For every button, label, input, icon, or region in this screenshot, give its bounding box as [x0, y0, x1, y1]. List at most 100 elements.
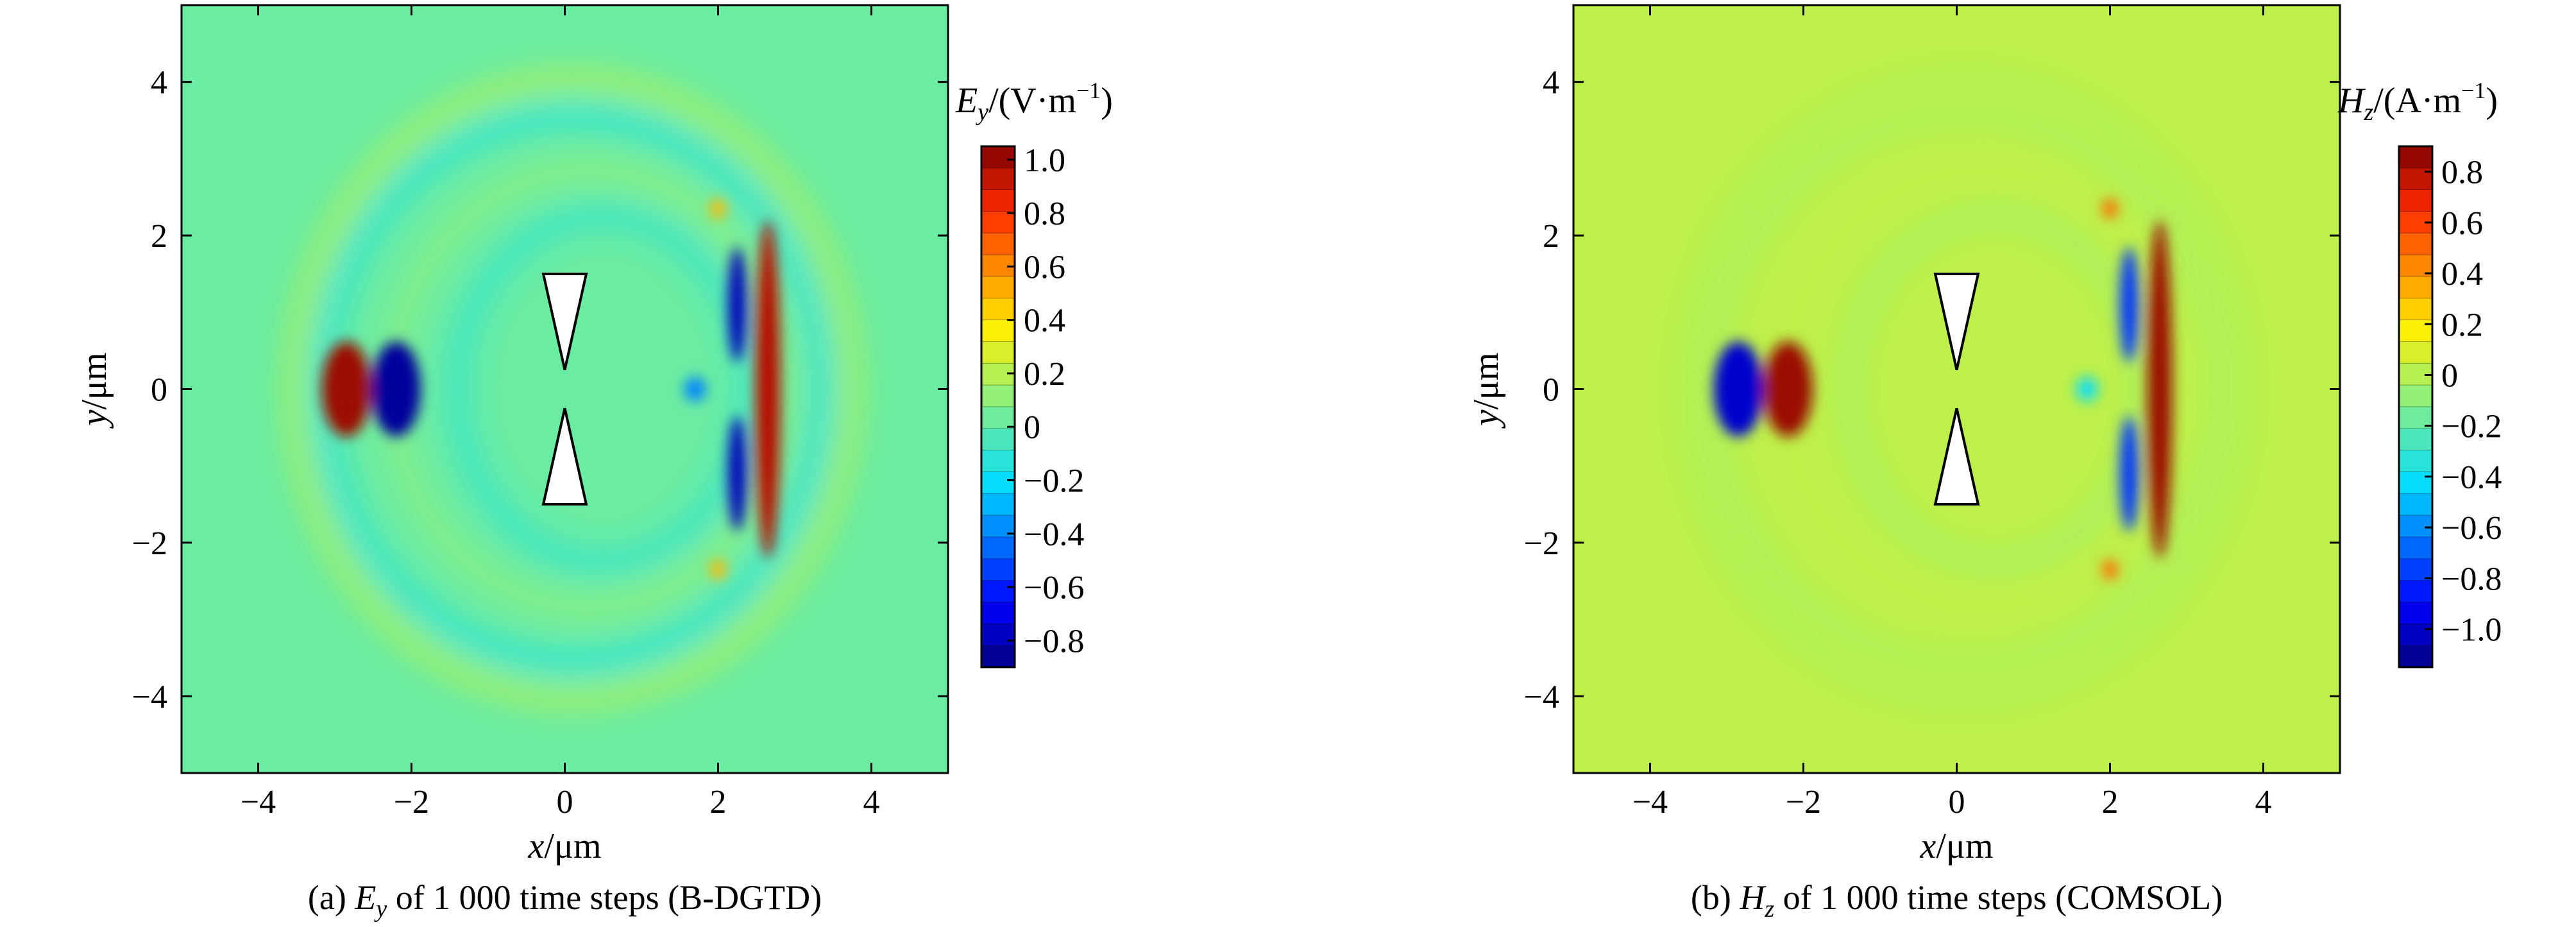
colorbar: 0.8 0.6 0.4 0.2 0 −0.2 −0.4 −0.6 −0.8 −1.0 Hz/(A·m…: [2337, 78, 2502, 668]
field-blob: [756, 220, 781, 558]
colorbar-band: [2399, 624, 2432, 646]
colorbar-band: [2399, 472, 2432, 494]
wave-ring: [1674, 67, 2255, 711]
colorbar-band: [2399, 537, 2432, 559]
antenna-upper-arm: [1933, 272, 1980, 371]
colorbar-band: [2399, 645, 2432, 668]
x-tick-label: −4: [241, 784, 276, 821]
field-blob: [1763, 341, 1813, 437]
bowtie-antenna: [1933, 272, 1980, 506]
colorbar-band: [981, 363, 1015, 386]
colorbar-band: [2399, 493, 2432, 516]
colorbar-band: [981, 319, 1015, 343]
colorbar-tick-label: −0.4: [2441, 459, 2502, 496]
field-blob: [2102, 559, 2118, 580]
colorbar-tick-label: −0.8: [1024, 623, 1084, 659]
colorbar-tick-label: −0.4: [1024, 516, 1084, 553]
colorbar-band: [2399, 515, 2432, 538]
colorbar: 1.0 0.8 0.6 0.4 0.2 0 −0.2 −0.4 −0.6 −0.8 Ey/(V·m−…: [955, 78, 1113, 668]
colorbar-tick-label: 0.2: [1024, 356, 1065, 393]
colorbar-band: [981, 493, 1015, 516]
colorbar-band: [2399, 276, 2432, 299]
colorbar-band: [981, 385, 1015, 407]
wave-ring: [282, 67, 863, 711]
antenna-lower-arm: [1933, 407, 1980, 506]
colorbar-band: [2399, 602, 2432, 624]
colorbar-tick-label: −0.2: [2441, 409, 2502, 445]
field-blob: [2148, 220, 2173, 558]
x-tick-label: 0: [557, 784, 573, 821]
x-tick-label: 4: [2255, 784, 2272, 821]
colorbar-band: [2399, 558, 2432, 581]
colorbar-tick-label: 0.4: [2441, 256, 2483, 293]
colorbar-tick-label: −0.2: [1024, 463, 1084, 500]
antenna-lower-arm: [541, 407, 588, 506]
field-map: [182, 5, 948, 773]
field-blob: [2120, 416, 2139, 531]
colorbar-band: [981, 276, 1015, 299]
colorbar-tick-label: 0.6: [2441, 205, 2483, 242]
colorbar-tick-label: 0.2: [2441, 307, 2483, 343]
field-blob: [728, 247, 747, 362]
colorbar-band: [2399, 341, 2432, 364]
panel-a: −4 −2 0 2 4 −4 −2 0 2 4 x/μm y/μm (a) Ey of 1 000 ti…: [74, 4, 1113, 923]
field-blob: [710, 198, 726, 219]
field-blob: [1713, 341, 1763, 437]
colorbar-band: [981, 407, 1015, 429]
y-tick-label: 2: [151, 218, 167, 255]
colorbar-title: Ey/(V·m−1): [955, 78, 1113, 126]
panel-caption: (a) Ey of 1 000 time steps (B-DGTD): [308, 878, 822, 923]
colorbar-band: [981, 580, 1015, 603]
colorbar-band: [981, 537, 1015, 559]
x-tick-label: 2: [2102, 784, 2119, 821]
x-tick-label: 2: [710, 784, 727, 821]
colorbar-band: [981, 558, 1015, 581]
antenna-upper-arm: [541, 272, 588, 371]
colorbar-band: [981, 298, 1015, 321]
y-tick-label: 4: [151, 65, 167, 101]
field-blob: [321, 341, 371, 437]
colorbar-tick-label: 0.6: [1024, 249, 1065, 285]
field-blobs: [321, 198, 781, 580]
y-tick-label: −4: [132, 679, 167, 715]
x-tick-label: −2: [1786, 784, 1821, 821]
colorbar-band: [981, 146, 1015, 169]
colorbar-band: [2399, 450, 2432, 473]
colorbar-tick-label: 0: [1024, 409, 1040, 446]
colorbar-band: [981, 167, 1015, 191]
colorbar-band: [2399, 298, 2432, 321]
colorbar-band: [2399, 385, 2432, 407]
y-tick-label: 2: [1543, 218, 1559, 255]
colorbar-frame: [2398, 145, 2434, 668]
field-blob: [371, 341, 421, 437]
field-blobs: [1713, 198, 2173, 580]
colorbar-tick-label: 0.4: [1024, 303, 1065, 339]
field-blob: [684, 377, 706, 402]
colorbar-title: Hz/(A·m−1): [2337, 78, 2498, 126]
wave-ring: [1838, 205, 2152, 573]
wave-ring: [446, 205, 760, 573]
colorbar-tick-label: −0.8: [2441, 561, 2502, 597]
y-tick-label: −2: [132, 525, 167, 562]
y-axis-label: y/μm: [1466, 353, 1506, 429]
colorbar-tick-label: −1.0: [2441, 612, 2502, 649]
colorbar-band: [981, 602, 1015, 624]
colorbar-band: [2399, 580, 2432, 603]
y-tick-label: −4: [1524, 679, 1559, 715]
field-blob: [728, 416, 747, 531]
field-blob: [2076, 377, 2098, 402]
colorbar-band: [981, 624, 1015, 646]
colorbar-band: [981, 645, 1015, 668]
colorbar-band: [981, 341, 1015, 364]
y-tick-label: 0: [1543, 372, 1559, 409]
colorbar-band: [2399, 189, 2432, 212]
colorbar-band: [2399, 428, 2432, 451]
y-tick-label: 0: [151, 372, 167, 409]
field-blob: [710, 559, 726, 580]
colorbar-tick-label: −0.6: [1024, 570, 1084, 606]
field-blob: [2102, 198, 2118, 219]
colorbar-band: [981, 189, 1015, 212]
colorbar-tick-label: 0.8: [1024, 196, 1065, 232]
bowtie-antenna: [541, 272, 588, 506]
colorbar-band: [981, 233, 1015, 255]
